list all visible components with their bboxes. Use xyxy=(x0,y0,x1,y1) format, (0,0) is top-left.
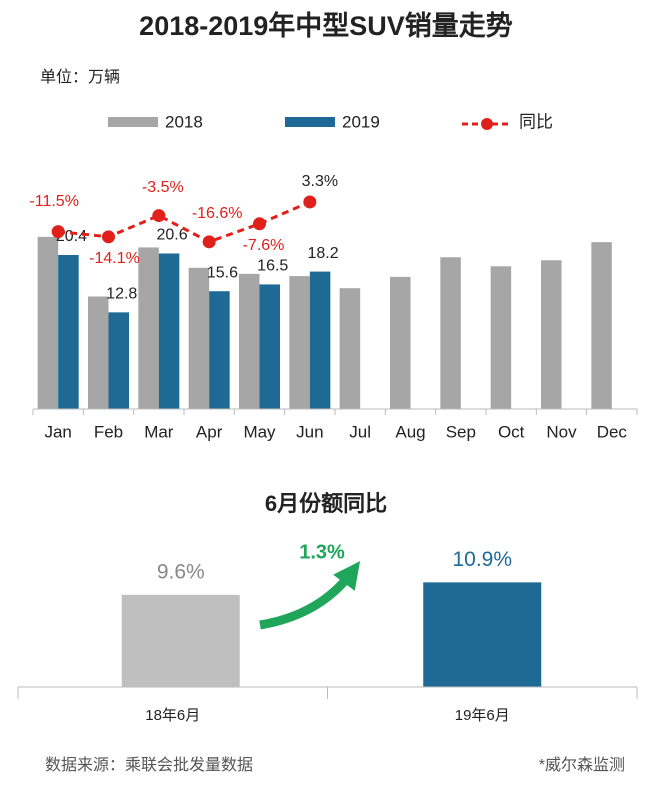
line-point xyxy=(202,235,216,249)
legend-swatch xyxy=(481,118,493,130)
data-label: 3.3% xyxy=(302,173,338,190)
x-tick-label: Dec xyxy=(597,422,628,441)
data-label: 9.6% xyxy=(157,560,205,583)
bar xyxy=(591,242,612,409)
source: 数据来源：乘联会批发量数据 xyxy=(45,756,253,774)
data-label: 20.6 xyxy=(157,227,188,244)
legend-label: 同比 xyxy=(519,112,553,131)
data-label: -14.1% xyxy=(89,250,140,267)
chart-title: 2018-2019年中型SUV销量走势 xyxy=(139,10,513,41)
bar xyxy=(390,276,411,409)
bar xyxy=(289,276,310,409)
bar xyxy=(209,291,230,409)
bar xyxy=(440,257,461,409)
bar xyxy=(158,253,180,409)
x-tick-label: Jun xyxy=(296,422,323,441)
bar xyxy=(138,247,159,409)
note: *威尔森监测 xyxy=(539,756,625,774)
unit-label: 单位：万辆 xyxy=(40,68,120,86)
bar xyxy=(239,273,260,409)
line-point xyxy=(51,225,65,239)
x-tick-label: Feb xyxy=(94,422,123,441)
x-tick-label: Jul xyxy=(349,422,371,441)
x-tick-label: 18年6月 xyxy=(145,707,200,724)
line-point xyxy=(102,230,115,244)
bar xyxy=(541,260,562,409)
bar xyxy=(339,288,361,409)
bar xyxy=(259,284,280,409)
bar xyxy=(58,254,79,409)
data-label: 12.8 xyxy=(106,286,137,303)
annotation-arrow xyxy=(259,561,361,630)
bar xyxy=(121,594,240,687)
data-label: -3.5% xyxy=(142,179,184,196)
x-tick-label: Oct xyxy=(498,422,525,441)
data-label: -11.5% xyxy=(29,193,79,210)
data-label: -16.6% xyxy=(192,205,243,222)
chart-title: 6月份额同比 xyxy=(265,491,387,516)
bar xyxy=(490,266,512,409)
line-point xyxy=(253,217,266,231)
line-point xyxy=(152,209,166,223)
bar xyxy=(37,236,59,409)
bar xyxy=(108,312,129,409)
annotation: 1.3% xyxy=(299,541,345,563)
x-tick-label: Aug xyxy=(395,422,425,441)
data-label: -7.6% xyxy=(243,237,285,254)
x-tick-label: May xyxy=(243,422,276,441)
legend-swatch xyxy=(285,117,335,127)
bar xyxy=(423,582,542,687)
bar xyxy=(88,296,109,409)
x-tick-label: Nov xyxy=(546,422,577,441)
x-tick-label: Jan xyxy=(44,422,71,441)
data-label: 16.5 xyxy=(257,258,288,275)
legend-swatch xyxy=(108,117,158,127)
x-tick-label: Sep xyxy=(446,422,476,441)
line-point xyxy=(303,195,317,209)
legend-label: 2018 xyxy=(165,112,203,131)
x-tick-label: Mar xyxy=(144,422,174,441)
x-tick-label: 19年6月 xyxy=(455,707,510,724)
data-label: 15.6 xyxy=(207,264,238,281)
line xyxy=(58,200,311,244)
x-tick-label: Apr xyxy=(196,422,223,441)
bar xyxy=(188,267,210,409)
bar xyxy=(309,271,331,409)
data-label: 18.2 xyxy=(308,245,339,262)
legend-label: 2019 xyxy=(342,112,380,131)
data-label: 10.9% xyxy=(452,548,512,571)
